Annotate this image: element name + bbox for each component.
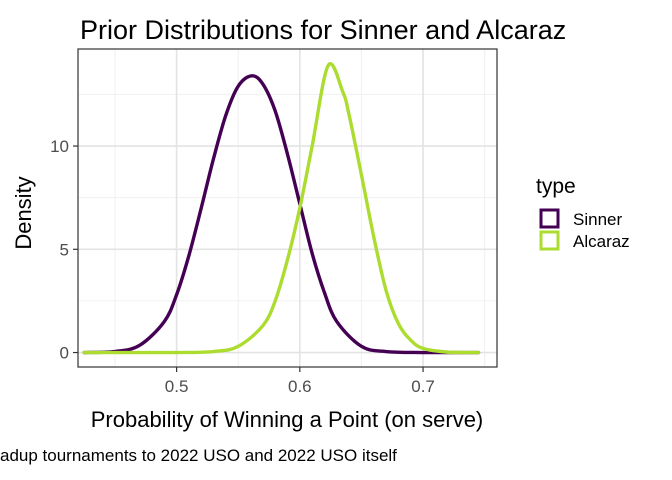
chart-caption: adup tournaments to 2022 USO and 2022 US… — [0, 446, 397, 465]
y-tick-label: 10 — [50, 137, 69, 156]
density-line-alcaraz — [82, 62, 481, 355]
x-tick-label: 0.6 — [288, 377, 312, 396]
x-axis-title: Probability of Winning a Point (on serve… — [91, 407, 484, 432]
x-tick-label: 0.7 — [411, 377, 435, 396]
legend-key-sinner — [539, 208, 560, 229]
y-axis: 0 5 10 — [50, 137, 78, 363]
panel-background — [78, 49, 497, 367]
density-curves — [82, 62, 481, 355]
x-axis: 0.5 0.6 0.7 — [165, 367, 435, 396]
panel-border — [77, 48, 498, 368]
y-axis-title: Density — [11, 176, 36, 249]
legend-title: type — [536, 175, 576, 198]
chart-title: Prior Distributions for Sinner and Alcar… — [80, 15, 566, 45]
y-tick-label: 0 — [60, 344, 69, 363]
legend-key-alcaraz — [539, 230, 560, 251]
legend-label-sinner: Sinner — [573, 210, 622, 229]
plot-panel — [77, 48, 498, 368]
legend: type Sinner Alcaraz — [536, 175, 630, 251]
legend-label-alcaraz: Alcaraz — [573, 232, 630, 251]
y-tick-label: 5 — [60, 240, 69, 259]
density-line-sinner — [82, 74, 481, 355]
x-tick-label: 0.5 — [165, 377, 189, 396]
